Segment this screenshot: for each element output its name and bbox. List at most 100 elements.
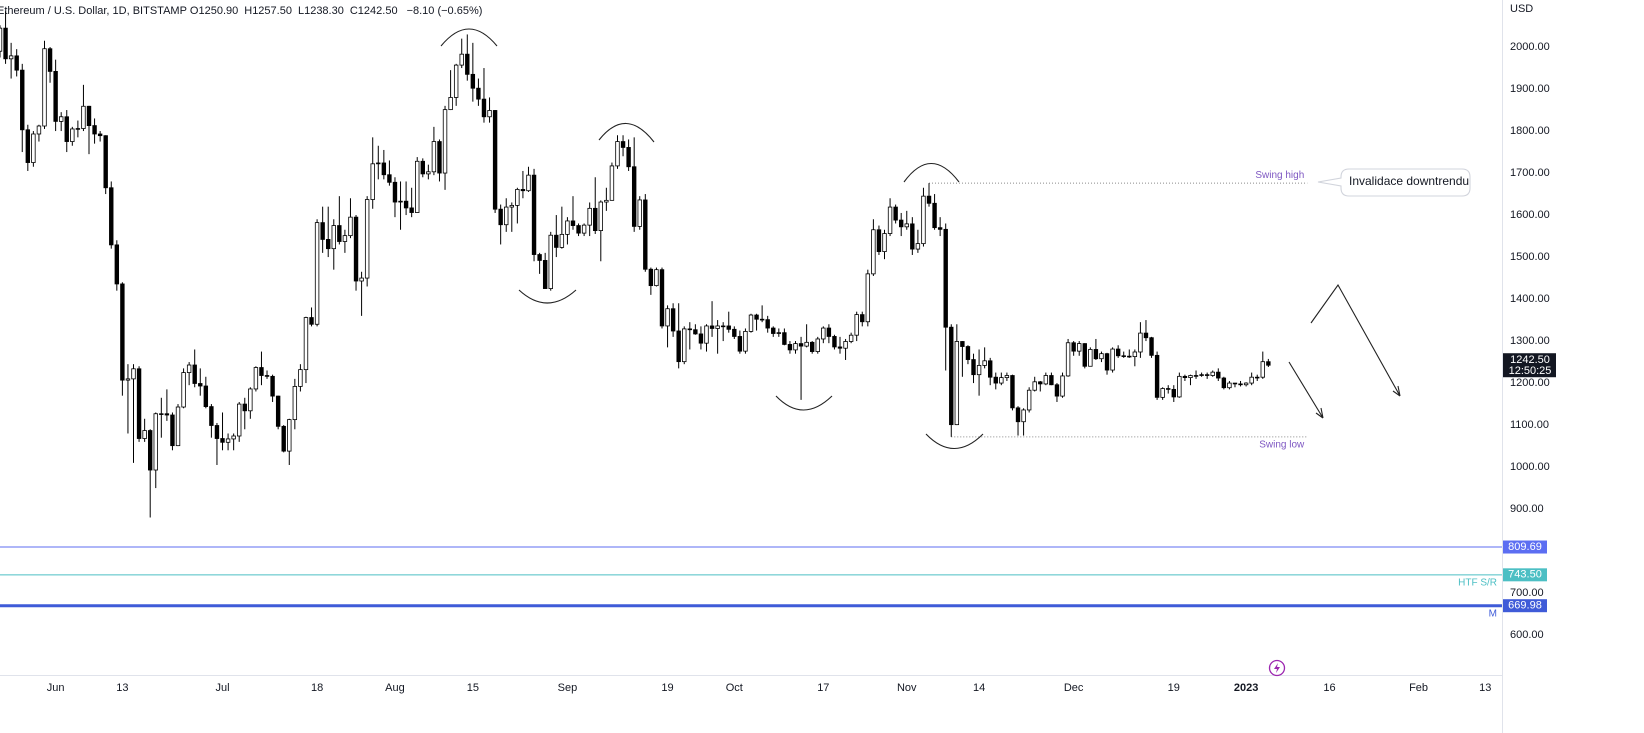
arrow	[1310, 283, 1401, 397]
x-tick-label: Sep	[558, 682, 578, 694]
replay-icon[interactable]	[1268, 659, 1286, 677]
candle-body	[893, 206, 898, 221]
candle-body	[1138, 332, 1143, 353]
candle-body	[487, 110, 492, 118]
candle-body	[949, 326, 954, 426]
candle-body	[264, 375, 270, 377]
y-tick-label: 1600.00	[1510, 209, 1550, 221]
candle-body	[782, 332, 787, 345]
candle-body	[1238, 383, 1243, 386]
candle-body	[798, 343, 804, 347]
candle-body	[704, 325, 709, 344]
y-tick-label: 2000.00	[1510, 41, 1550, 53]
candle-body	[442, 109, 448, 174]
candle-body	[42, 48, 47, 127]
candle-body	[887, 206, 893, 234]
candle-body	[804, 341, 809, 347]
candle-body	[748, 314, 754, 332]
candle-body	[248, 388, 253, 412]
candle-body	[1026, 389, 1032, 411]
candle-body	[1110, 348, 1115, 371]
candle-body	[1071, 342, 1076, 352]
y-tick-label: 600.00	[1510, 629, 1544, 641]
candle-body	[720, 325, 726, 328]
candle-body	[420, 160, 425, 175]
candle-body	[565, 220, 570, 235]
candle-body	[36, 125, 42, 135]
candle-body	[771, 327, 776, 334]
candle-body	[915, 243, 921, 250]
candle-body	[376, 162, 381, 165]
y-tick-label: 1000.00	[1510, 461, 1550, 473]
plot	[0, 11, 1502, 608]
candle-body	[693, 329, 698, 335]
candle-body	[937, 227, 943, 230]
y-tick-label: 1700.00	[1510, 167, 1550, 179]
candle-body	[403, 200, 409, 209]
candle-body	[186, 364, 192, 373]
candle-body	[498, 208, 503, 226]
candle-body	[125, 378, 131, 381]
candle-body	[960, 341, 965, 347]
candle-body	[559, 233, 565, 248]
x-tick-label: Feb	[1409, 682, 1428, 694]
candle-body	[309, 317, 314, 325]
candle-body	[198, 383, 203, 387]
candle-body	[398, 200, 403, 203]
candle-body	[326, 239, 331, 250]
candle-body	[47, 48, 53, 72]
candle-body	[899, 219, 904, 228]
candle-body	[159, 413, 164, 415]
candle-body	[1021, 409, 1026, 423]
candle-body	[1177, 375, 1182, 398]
candle-body	[292, 386, 298, 421]
y-tick-label: 900.00	[1510, 503, 1544, 515]
x-tick-label: 14	[973, 682, 985, 694]
countdown-text: 12:50:25	[1509, 365, 1552, 377]
candle-body	[754, 314, 759, 320]
candle-body	[476, 87, 481, 100]
candle-body	[687, 328, 693, 331]
candle-body	[253, 367, 259, 390]
candle-body	[943, 228, 948, 328]
price-tag	[1503, 540, 1547, 554]
y-tick-label: 1100.00	[1510, 419, 1549, 431]
candle-body	[932, 202, 937, 229]
y-tick-label: 700.00	[1510, 587, 1544, 599]
callout-text: Invalidace downtrendu	[1349, 174, 1469, 188]
candle-body	[598, 201, 603, 232]
candle-body	[465, 53, 470, 75]
candle-body	[904, 223, 909, 228]
arc	[440, 28, 498, 47]
candle-body	[1088, 349, 1093, 367]
last-price-tag	[1503, 353, 1556, 378]
candle-body	[97, 133, 103, 137]
candle-body	[270, 375, 275, 397]
candle-body	[531, 174, 537, 255]
candle-body	[732, 328, 737, 337]
ohlc-item: C1242.50	[350, 5, 401, 17]
level-label: Swing low	[1259, 439, 1305, 450]
candle-body	[242, 403, 247, 412]
candle-body	[20, 69, 25, 131]
candle-body	[537, 254, 542, 261]
candle-body	[359, 277, 364, 282]
candle-body	[237, 403, 242, 437]
price-tag	[1503, 599, 1547, 613]
candle-body	[64, 116, 69, 142]
x-tick-label: Oct	[726, 682, 743, 694]
x-tick-label: 16	[1323, 682, 1335, 694]
candle-body	[75, 128, 81, 130]
candle-body	[520, 189, 526, 192]
candle-body	[926, 195, 932, 204]
candle-body	[437, 141, 442, 174]
arc	[775, 395, 833, 411]
candle-body	[353, 216, 359, 282]
candle-body	[192, 364, 197, 384]
ohlc-item: H1257.50	[244, 5, 295, 17]
candle-body	[348, 216, 353, 237]
candle-body	[848, 334, 854, 342]
candle-body	[136, 368, 142, 439]
candle-body	[860, 314, 865, 323]
candle-body	[1060, 375, 1065, 397]
